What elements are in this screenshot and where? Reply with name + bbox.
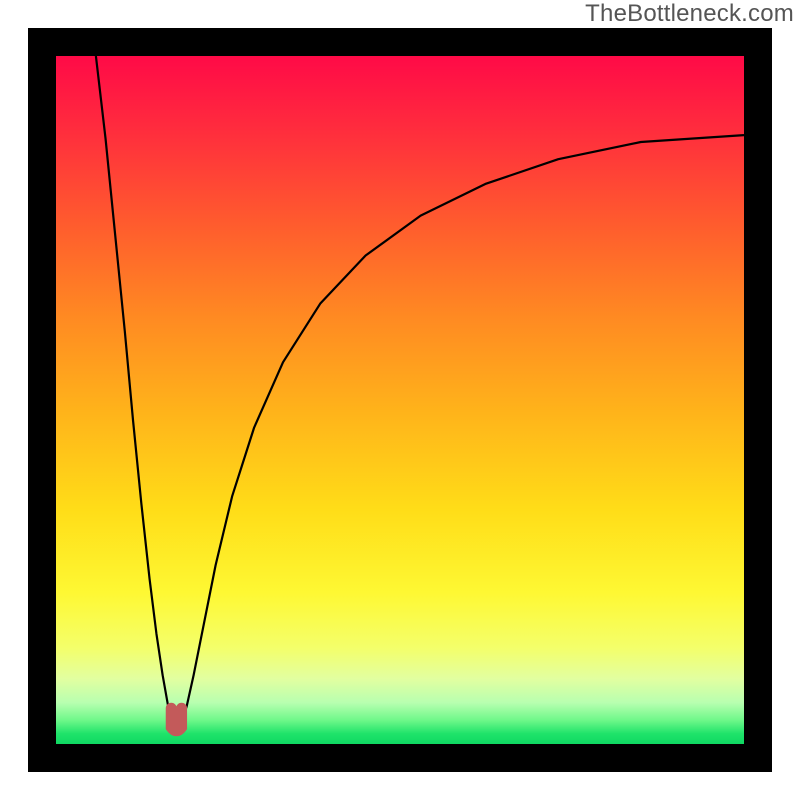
bottleneck-chart xyxy=(0,0,800,800)
gradient-background xyxy=(56,56,744,744)
watermark-text: TheBottleneck.com xyxy=(585,0,794,28)
optimal-marker xyxy=(171,708,181,731)
